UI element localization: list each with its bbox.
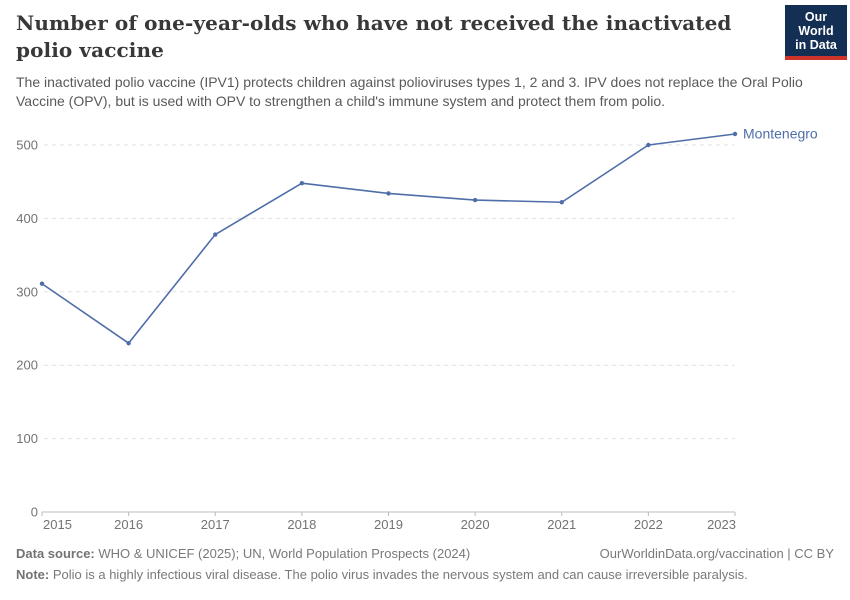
data-point[interactable] [646, 142, 651, 148]
y-tick-label: 100 [16, 431, 38, 446]
x-tick-label: 2023 [707, 517, 736, 532]
y-tick-label: 500 [16, 138, 38, 153]
data-point[interactable] [126, 340, 131, 346]
series-line[interactable] [41, 133, 736, 344]
data-point[interactable] [386, 191, 391, 196]
chart-note: Note: Polio is a highly infectious viral… [16, 566, 834, 583]
y-tick-label: 400 [16, 211, 38, 226]
y-tick-label: 0 [31, 505, 38, 520]
page-title: Number of one-year-olds who have not rec… [16, 11, 732, 62]
data-source: Data source: WHO & UNICEF (2025); UN, Wo… [16, 545, 470, 562]
license-link[interactable]: OurWorldinData.org/vaccination | CC BY [599, 546, 834, 561]
data-point[interactable] [213, 232, 218, 237]
note-label: Note: [16, 567, 50, 582]
data-source-label: Data source: [16, 546, 95, 561]
data-source-value: WHO & UNICEF (2025); UN, World Populatio… [98, 546, 471, 561]
chart-footer: Data source: WHO & UNICEF (2025); UN, Wo… [16, 545, 834, 583]
owid-logo-line1: Our World [798, 10, 834, 38]
y-tick-label: 300 [16, 284, 38, 299]
x-tick-label: 2016 [114, 517, 143, 532]
x-tick-label: 2015 [43, 517, 72, 532]
data-point[interactable] [299, 180, 305, 186]
owid-logo-text: Our World in Data [785, 5, 847, 56]
x-tick-label: 2021 [547, 517, 576, 532]
data-point[interactable] [559, 200, 564, 205]
data-point[interactable] [732, 131, 738, 137]
data-point[interactable] [39, 281, 45, 286]
chart-subtitle: The inactivated polio vaccine (IPV1) pro… [16, 74, 803, 109]
entity-label[interactable]: Montenegro [743, 125, 818, 141]
data-point[interactable] [472, 197, 478, 203]
x-tick-label: 2022 [634, 517, 663, 532]
note-value: Polio is a highly infectious viral disea… [52, 567, 748, 582]
owid-logo-line2: in Data [795, 38, 837, 52]
y-tick-label: 200 [16, 358, 38, 373]
x-tick-label: 2020 [461, 517, 490, 532]
owid-logo[interactable]: Our World in Data [785, 5, 847, 60]
line-chart[interactable]: 0 100 200 300 400 500 2015 2016 2017 2018 2019 2020… [0, 108, 850, 540]
chart-header: Number of one-year-olds who have not rec… [16, 10, 834, 110]
x-tick-label: 2018 [287, 517, 316, 532]
owid-logo-stripe [785, 56, 847, 60]
x-tick-label: 2017 [201, 517, 230, 532]
x-tick-label: 2019 [374, 517, 403, 532]
